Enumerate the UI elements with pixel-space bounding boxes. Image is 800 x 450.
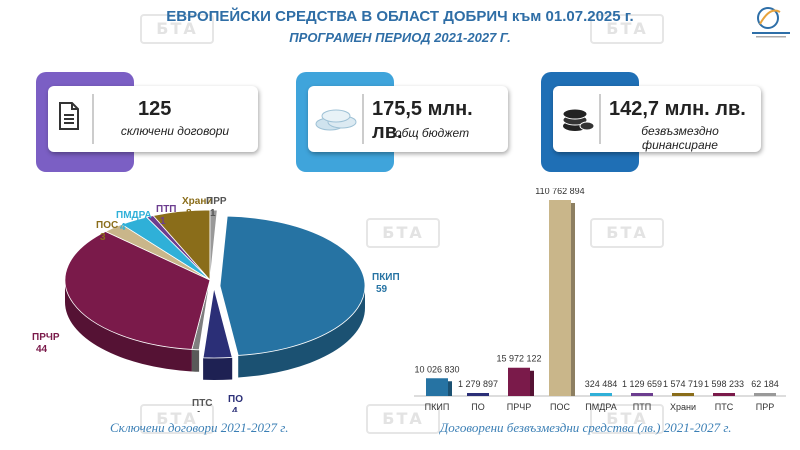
coins-stack-icon [315,109,357,131]
pie-label-category: ПРЧР [32,332,60,343]
bar-chart-caption: Договорени безвъзмездни средства (лв.) 2… [440,420,732,435]
contracts-value: 125 [138,98,172,120]
bar-shadow [571,203,575,396]
pie-chart-caption: Сключени договори 2021-2027 г. [110,420,289,435]
pie-slice-side [65,280,192,372]
page-subtitle: ПРОГРАМЕН ПЕРИОД 2021-2027 Г. [289,30,511,45]
pie-label-value: 4 [232,406,238,412]
bar [754,393,776,396]
pie-label-value: 4 [120,222,126,233]
card-divider [362,94,364,144]
contracts-label: сключени договори [120,124,230,138]
budget-card: 175,5 млн. лв. общ бюджет [296,72,516,172]
bar-category-label: ПТС [715,402,734,412]
bar-category-label: ПРР [756,402,774,412]
pie-slice [209,209,218,281]
bar-value-label: 62 184 [751,379,779,389]
bar-category-label: ПМДРА [585,402,616,412]
bar-value-label: 1 574 719 [663,379,703,389]
pie-label-category: ПРР [206,196,227,207]
pie-slice-side [238,286,365,378]
page-title: ЕВРОПЕЙСКИ СРЕДСТВА В ОБЛАСТ ДОБРИЧ към … [166,8,634,25]
bar-category-label: ПРЧР [507,402,531,412]
bar [672,393,694,396]
bar [426,378,448,396]
watermark-logo: БТА [140,14,214,44]
pie-label-value: 59 [376,284,388,295]
pie-label-category: ПО [228,394,243,405]
watermark-logo: БТА [590,404,664,434]
pie-slice [219,215,366,356]
bar [508,367,530,396]
grants-bar-chart: 10 026 830 ПКИП 1 279 897 ПО 15 972 122 ПРЧР 1… [414,188,786,412]
bar-category-label: ПО [471,402,484,412]
pie-slice-side [191,349,200,372]
pie-label-category: Храни [182,196,213,207]
bar-value-label: 1 129 659 [622,379,662,389]
bar-value-label: 110 762 894 [535,188,584,196]
bar [713,393,735,396]
pie-slice [202,287,233,359]
watermark-logo: БТА [590,218,664,248]
bar [467,393,489,396]
pie-label-value: 44 [36,344,48,355]
pie-slice-side [203,357,233,380]
pie-label-value: 3 [100,232,106,243]
card-panel: 142,7 млн. лв. безвъзмездно финансиране [553,86,761,152]
ministry-logo-icon [752,7,790,38]
bar-value-label: 1 598 233 [704,379,744,389]
pie-slice [64,231,211,350]
bar [549,200,571,396]
bar-category-label: Храни [670,402,696,412]
bar-shadow [530,370,534,396]
bar [590,393,612,396]
card-panel: 125 сключени договори [48,86,258,152]
watermark-logo: БТА [366,404,440,434]
watermark-logo: БТА [590,14,664,44]
watermark-logo: БТА [366,218,440,248]
bar-shadow [448,381,452,396]
contracts-card: 125 сключени договори [36,72,266,172]
bar-category-label: ПКИП [425,402,450,412]
pie-label-category: ПТС [192,398,213,409]
pie-label-category: ПКИП [372,272,400,283]
pie-label-category: ПТП [156,204,176,215]
grant-value: 142,7 млн. лв. [609,98,746,120]
pie-label-value: 8 [186,208,192,219]
grant-card: 142,7 млн. лв. безвъзмездно финансиране [541,72,771,172]
card-panel: 175,5 млн. лв. общ бюджет [308,86,508,152]
pie-label-value: 1 [210,208,216,219]
bar-value-label: 1 279 897 [458,379,498,389]
budget-label: общ бюджет [394,126,470,140]
bar-value-label: 10 026 830 [414,364,459,374]
document-icon [59,102,79,130]
bar-value-label: 324 484 [585,379,618,389]
card-divider [92,94,94,144]
card-divider [599,94,601,144]
pie-label-category: ПМДРА [116,210,152,221]
watermark-logo: БТА [140,404,214,434]
bar [631,393,653,396]
budget-value: 175,5 млн. лв. [372,98,473,143]
pie-label-value: 1 [160,216,166,227]
pie-label-value: 1 [196,410,202,412]
bar-value-label: 15 972 122 [496,354,541,364]
bar-category-label: ПОС [550,402,570,412]
grant-label: безвъзмездно финансиране [641,124,719,152]
bar-category-label: ПТП [633,402,651,412]
money-stack-icon [562,108,595,131]
pie-label-category: ПОС [96,220,118,231]
contracts-pie-chart: ПКИП59ПО4ПТС1ПРЧР44ПОС3ПМДРА4ПТП1Храни8П… [32,196,400,412]
